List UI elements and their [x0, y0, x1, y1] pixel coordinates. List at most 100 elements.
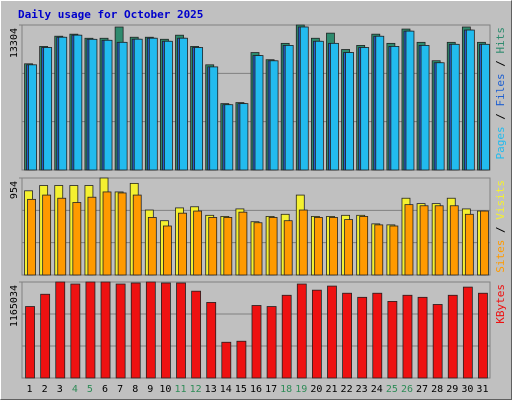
x-tick-label: 6 — [102, 384, 108, 395]
x-tick-label: 31 — [476, 384, 488, 395]
bar — [58, 36, 68, 171]
x-tick-label: 4 — [72, 384, 78, 395]
x-tick-label: 10 — [159, 384, 171, 395]
bar — [419, 205, 429, 276]
bar — [28, 64, 37, 171]
bar — [357, 296, 368, 379]
bar — [480, 210, 489, 276]
bar — [148, 37, 158, 171]
x-tick-label: 19 — [295, 384, 307, 395]
bar — [313, 217, 323, 276]
legend-entry: Sites — [494, 240, 507, 273]
bar — [179, 37, 188, 171]
bar — [221, 341, 232, 379]
legend-entry: Files — [494, 73, 507, 113]
bar — [253, 222, 263, 276]
bar — [164, 40, 173, 171]
bar — [342, 292, 352, 379]
bar — [281, 294, 292, 379]
bar — [432, 304, 443, 379]
x-tick-label: 12 — [190, 384, 202, 395]
bar — [390, 46, 400, 171]
bar — [118, 41, 128, 171]
bar — [462, 286, 473, 379]
bar — [191, 290, 202, 379]
bar — [239, 103, 249, 171]
bar — [434, 205, 444, 276]
bar — [100, 281, 111, 379]
x-tick-label: 26 — [401, 384, 413, 395]
y-tick-label: 1165034 — [9, 285, 20, 327]
bar — [163, 225, 172, 276]
legend-entry: Hits — [494, 27, 507, 60]
bar — [327, 285, 337, 379]
bar — [345, 52, 354, 171]
bar — [72, 202, 82, 276]
bar — [224, 104, 234, 171]
bar — [299, 26, 309, 171]
bar — [329, 217, 338, 276]
bar — [88, 38, 98, 171]
bar — [465, 29, 475, 171]
bar — [130, 282, 141, 379]
legend-entry: Visits — [494, 180, 507, 226]
y-tick-label: 13304 — [9, 28, 20, 58]
x-tick-label: 14 — [220, 384, 232, 395]
x-tick-label: 16 — [250, 384, 262, 395]
legend-separator: / — [494, 113, 507, 126]
bar — [387, 301, 398, 379]
bar — [223, 217, 233, 276]
bar — [359, 216, 369, 276]
x-tick-label: 24 — [371, 384, 383, 395]
bar — [269, 60, 279, 171]
bar — [102, 191, 112, 276]
bar — [360, 47, 370, 171]
legend-entry: KBytes — [494, 284, 507, 324]
bar — [42, 194, 52, 276]
bar — [478, 292, 488, 379]
bar — [314, 40, 324, 171]
bar — [87, 196, 97, 276]
bar — [450, 43, 460, 171]
bar — [435, 62, 445, 171]
x-tick-label: 13 — [205, 384, 217, 395]
legend-entry: Pages — [494, 126, 507, 159]
x-tick-label: 20 — [310, 384, 322, 395]
bar — [133, 38, 143, 171]
bar — [268, 217, 278, 276]
x-tick-label: 18 — [280, 384, 292, 395]
chart-title: Daily usage for October 2025 — [18, 8, 203, 21]
x-tick-label: 5 — [87, 384, 93, 395]
bar — [147, 217, 157, 276]
bar — [208, 217, 218, 276]
bar — [420, 45, 430, 171]
bar — [43, 47, 53, 171]
bar — [284, 45, 294, 171]
bar — [25, 306, 35, 379]
bar — [209, 66, 219, 171]
bar — [57, 197, 67, 276]
x-tick-label: 25 — [386, 384, 398, 395]
x-tick-label: 28 — [431, 384, 443, 395]
bar — [404, 204, 414, 276]
bar — [296, 283, 307, 379]
bar — [464, 213, 474, 276]
bar — [236, 340, 247, 379]
legend: KBytes — [494, 284, 507, 324]
bar — [251, 305, 262, 379]
bar — [132, 194, 142, 276]
bar — [344, 219, 353, 276]
x-tick-label: 7 — [117, 384, 123, 395]
x-tick-label: 30 — [461, 384, 473, 395]
bar — [161, 282, 171, 379]
bar — [374, 224, 384, 276]
x-tick-label: 29 — [446, 384, 458, 395]
x-tick-label: 11 — [174, 384, 186, 395]
bar — [73, 34, 83, 171]
bar — [178, 212, 187, 276]
bar — [27, 198, 36, 276]
bar — [402, 294, 413, 379]
legend-separator: / — [494, 226, 507, 239]
